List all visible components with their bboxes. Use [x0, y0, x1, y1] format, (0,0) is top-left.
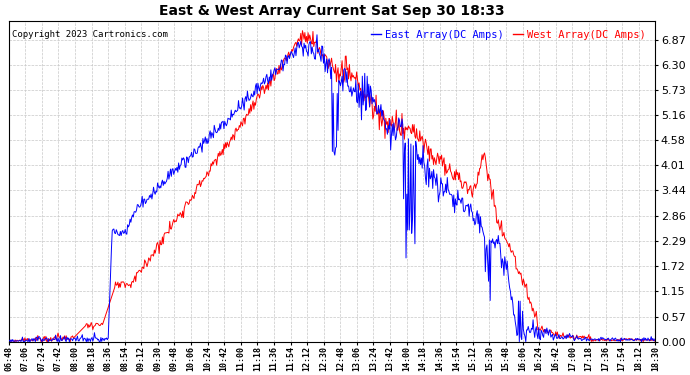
Title: East & West Array Current Sat Sep 30 18:33: East & West Array Current Sat Sep 30 18:…	[159, 4, 505, 18]
Text: Copyright 2023 Cartronics.com: Copyright 2023 Cartronics.com	[12, 30, 168, 39]
Legend: East Array(DC Amps), West Array(DC Amps): East Array(DC Amps), West Array(DC Amps)	[367, 26, 650, 44]
